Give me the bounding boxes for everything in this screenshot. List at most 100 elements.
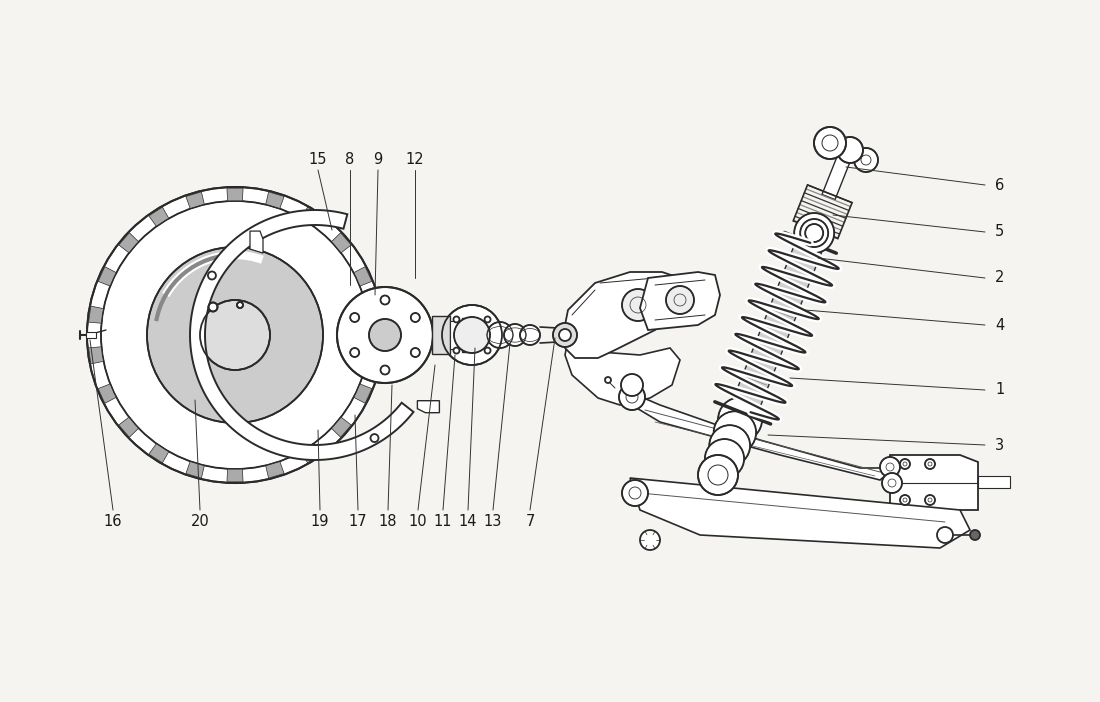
Polygon shape	[227, 188, 243, 201]
Polygon shape	[565, 272, 682, 358]
Circle shape	[621, 289, 654, 321]
Polygon shape	[640, 272, 720, 330]
Polygon shape	[265, 461, 284, 478]
Circle shape	[520, 325, 540, 345]
Circle shape	[442, 305, 502, 365]
Circle shape	[900, 459, 910, 469]
Polygon shape	[565, 340, 680, 405]
Polygon shape	[89, 347, 103, 364]
Circle shape	[371, 434, 378, 442]
Text: 3: 3	[996, 437, 1004, 453]
Text: 5: 5	[996, 225, 1004, 239]
Polygon shape	[148, 207, 169, 227]
Text: 9: 9	[373, 152, 383, 168]
Text: 18: 18	[378, 513, 397, 529]
Circle shape	[621, 480, 648, 506]
Circle shape	[854, 148, 878, 172]
Circle shape	[101, 201, 368, 469]
Circle shape	[882, 473, 902, 493]
Polygon shape	[227, 469, 243, 482]
Polygon shape	[119, 417, 139, 437]
Text: 8: 8	[345, 152, 354, 168]
Polygon shape	[331, 417, 351, 437]
Circle shape	[880, 457, 900, 477]
Circle shape	[453, 347, 460, 354]
Circle shape	[605, 377, 610, 383]
Circle shape	[454, 317, 490, 353]
Polygon shape	[301, 207, 321, 227]
Circle shape	[350, 313, 360, 322]
Text: 7: 7	[526, 513, 535, 529]
Circle shape	[925, 495, 935, 505]
Polygon shape	[432, 316, 450, 354]
Circle shape	[710, 425, 750, 466]
Circle shape	[705, 439, 744, 478]
Circle shape	[368, 319, 402, 351]
Polygon shape	[366, 306, 382, 323]
Polygon shape	[625, 390, 895, 480]
Circle shape	[794, 213, 834, 253]
Text: 16: 16	[103, 513, 122, 529]
Text: 14: 14	[459, 513, 477, 529]
Polygon shape	[148, 444, 169, 463]
Circle shape	[87, 187, 383, 483]
Polygon shape	[417, 401, 439, 413]
Circle shape	[619, 384, 645, 410]
Polygon shape	[331, 233, 351, 253]
Circle shape	[937, 527, 953, 543]
Polygon shape	[978, 476, 1010, 488]
Circle shape	[718, 397, 762, 442]
Circle shape	[714, 411, 756, 453]
Polygon shape	[462, 318, 476, 352]
Text: 10: 10	[409, 513, 427, 529]
Polygon shape	[265, 192, 284, 208]
Polygon shape	[353, 267, 372, 286]
Polygon shape	[734, 241, 822, 409]
Circle shape	[504, 324, 526, 346]
Polygon shape	[186, 461, 205, 478]
Circle shape	[453, 317, 460, 322]
Polygon shape	[190, 210, 414, 460]
Polygon shape	[89, 306, 103, 323]
Text: 6: 6	[996, 178, 1004, 192]
Circle shape	[900, 495, 910, 505]
Circle shape	[200, 300, 270, 370]
Circle shape	[800, 219, 828, 247]
Text: 11: 11	[433, 513, 452, 529]
Circle shape	[925, 459, 935, 469]
Text: 1: 1	[996, 383, 1004, 397]
Circle shape	[410, 348, 420, 357]
Circle shape	[487, 322, 513, 348]
Polygon shape	[186, 192, 205, 208]
Circle shape	[970, 530, 980, 540]
Text: 4: 4	[996, 317, 1004, 333]
Circle shape	[381, 296, 389, 305]
Polygon shape	[98, 384, 117, 404]
Polygon shape	[890, 455, 978, 510]
Circle shape	[236, 302, 243, 308]
Circle shape	[337, 287, 433, 383]
Circle shape	[553, 323, 578, 347]
Text: 13: 13	[484, 513, 503, 529]
Text: 15: 15	[309, 152, 328, 168]
Circle shape	[805, 224, 823, 242]
Circle shape	[381, 366, 389, 374]
Polygon shape	[250, 231, 263, 253]
Circle shape	[209, 303, 218, 312]
Polygon shape	[98, 267, 117, 286]
Text: 12: 12	[406, 152, 425, 168]
Circle shape	[485, 317, 491, 322]
Circle shape	[837, 137, 864, 163]
Circle shape	[814, 127, 846, 159]
Circle shape	[698, 455, 738, 495]
Text: 20: 20	[190, 513, 209, 529]
Text: 17: 17	[349, 513, 367, 529]
Circle shape	[350, 348, 360, 357]
Circle shape	[621, 374, 643, 396]
Circle shape	[147, 247, 323, 423]
Polygon shape	[630, 478, 970, 548]
Polygon shape	[353, 384, 372, 404]
Circle shape	[485, 347, 491, 354]
Text: 19: 19	[310, 513, 329, 529]
Text: 2: 2	[996, 270, 1004, 286]
